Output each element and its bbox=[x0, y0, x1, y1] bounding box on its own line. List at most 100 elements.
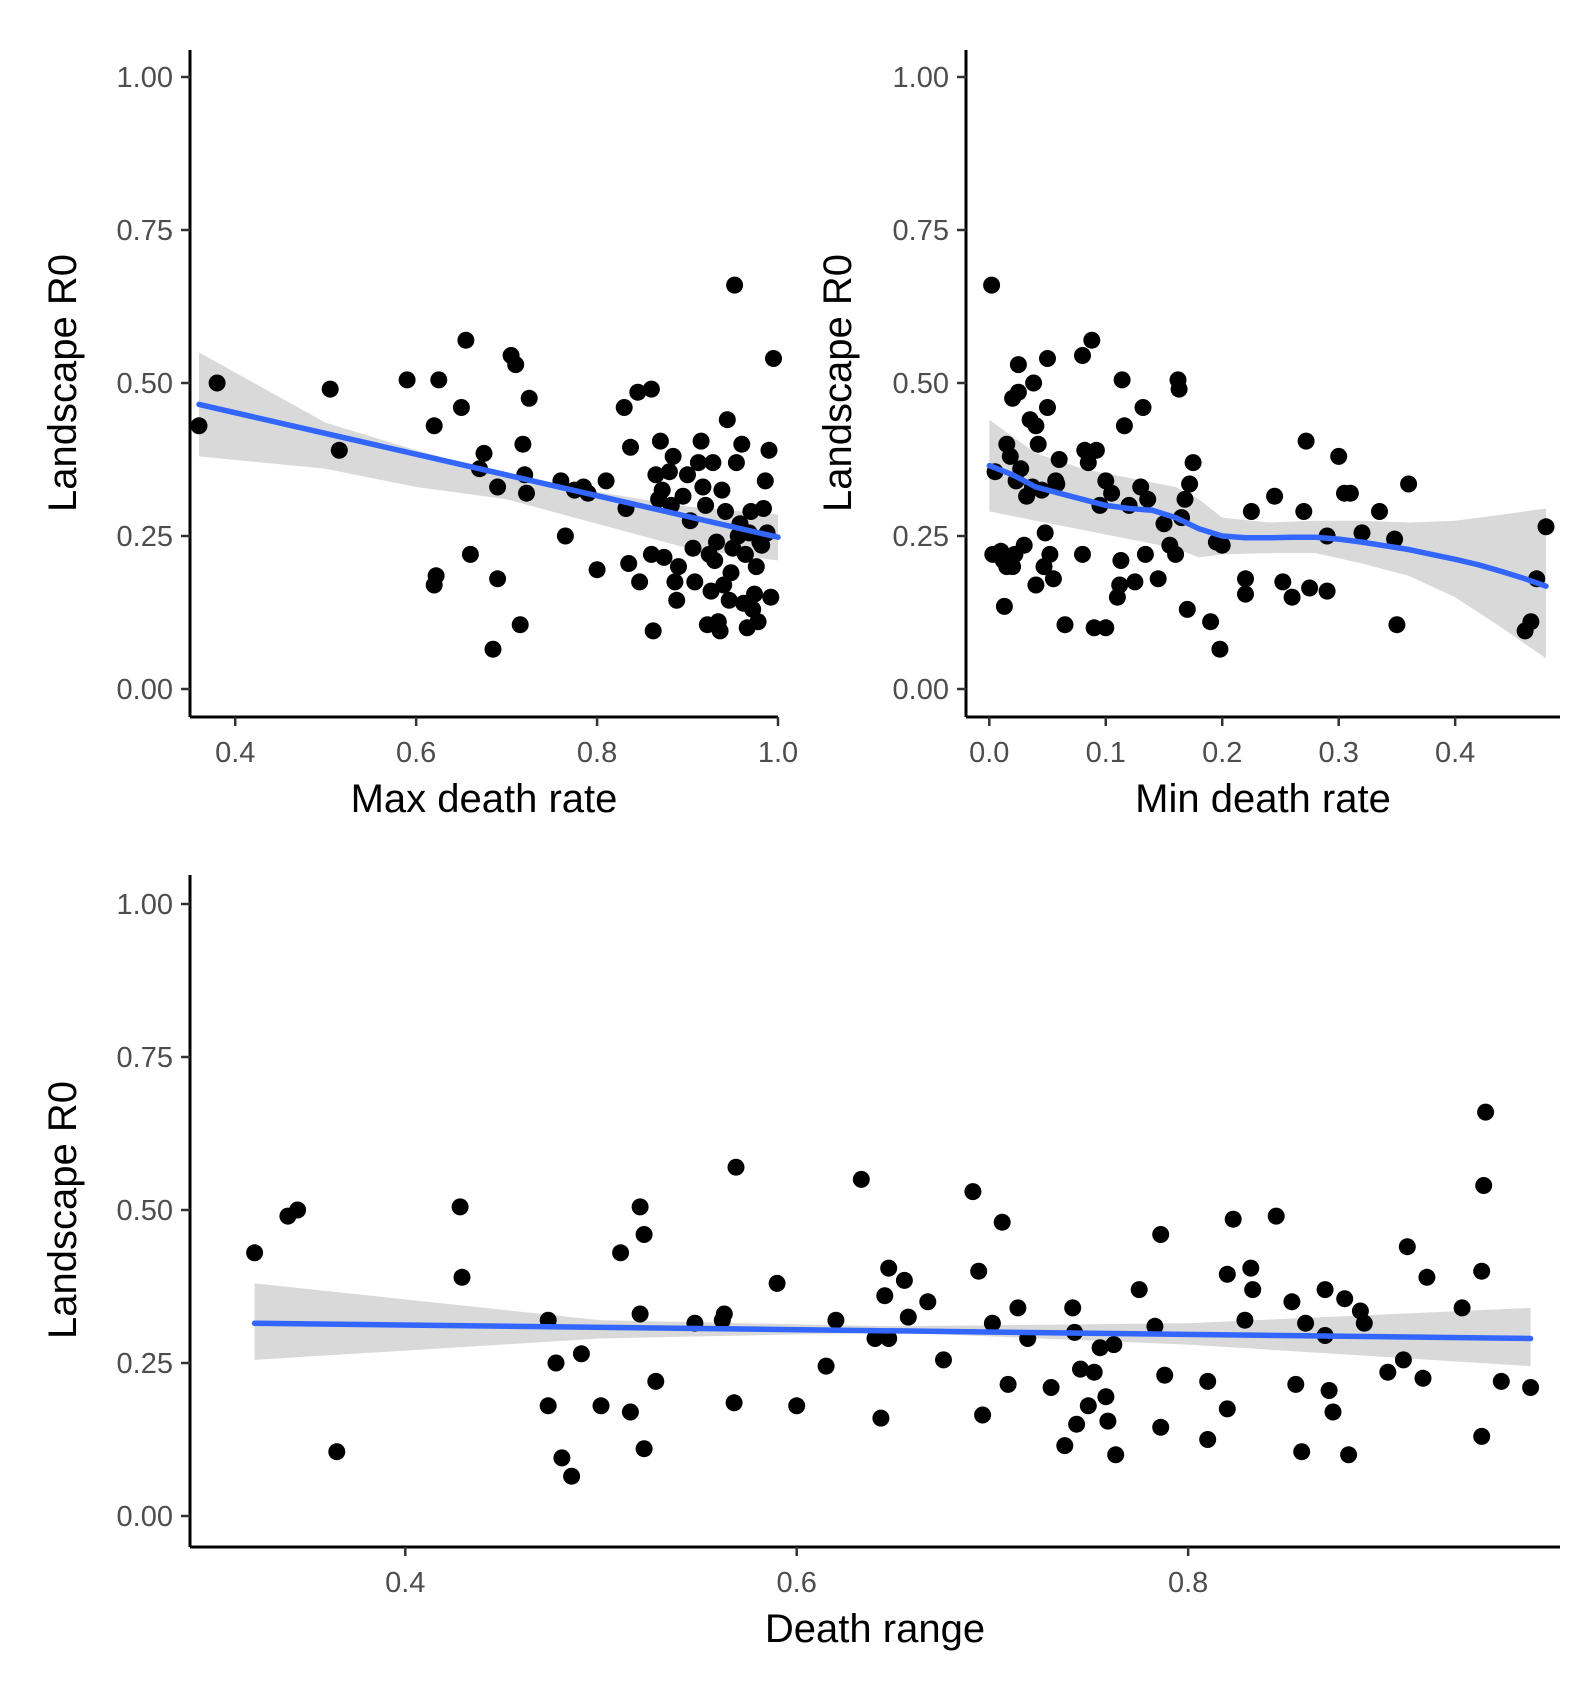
data-point bbox=[899, 1308, 917, 1326]
data-point bbox=[484, 640, 502, 658]
data-point bbox=[1042, 1379, 1060, 1396]
data-point bbox=[1012, 460, 1030, 478]
x-axis-title: Min death rate bbox=[1135, 777, 1391, 821]
data-point bbox=[1048, 475, 1066, 493]
data-point bbox=[1072, 1360, 1089, 1378]
smooth-line bbox=[196, 401, 781, 540]
data-point bbox=[556, 527, 574, 545]
data-point bbox=[246, 1244, 264, 1262]
data-point bbox=[817, 1357, 835, 1375]
data-point bbox=[1027, 576, 1045, 594]
data-point bbox=[511, 616, 529, 634]
y-tick-label: 0.00 bbox=[893, 674, 949, 706]
data-point bbox=[1068, 1415, 1086, 1433]
data-point bbox=[1283, 588, 1301, 606]
data-point bbox=[725, 1394, 743, 1412]
data-point bbox=[720, 591, 738, 609]
x-tick-label: 0.6 bbox=[396, 737, 436, 769]
data-point bbox=[717, 503, 734, 520]
data-point bbox=[635, 1226, 653, 1243]
chart-panel-3: 0.00 0.25 0.50 0.75 1.00 0.4 0.6 0.8 Death range… bbox=[41, 875, 1560, 1651]
data-point bbox=[1199, 1431, 1217, 1448]
smooth-line bbox=[986, 462, 1549, 589]
data-point bbox=[647, 1372, 665, 1390]
data-point bbox=[895, 1271, 913, 1289]
data-point bbox=[427, 567, 445, 585]
data-point bbox=[706, 552, 724, 569]
data-point bbox=[1199, 1372, 1217, 1390]
data-point bbox=[993, 1213, 1011, 1231]
data-point bbox=[1001, 447, 1019, 465]
data-point bbox=[708, 533, 725, 551]
data-point bbox=[762, 588, 780, 606]
data-point bbox=[1386, 530, 1404, 548]
y-tick-label: 0.00 bbox=[117, 674, 173, 706]
data-point bbox=[827, 1311, 845, 1329]
data-point bbox=[190, 417, 208, 435]
data-point bbox=[647, 466, 665, 484]
data-point bbox=[983, 1314, 1001, 1332]
data-point bbox=[1473, 1427, 1491, 1445]
y-tick-label: 0.00 bbox=[117, 1501, 173, 1533]
data-point bbox=[588, 561, 606, 579]
data-point bbox=[1074, 545, 1091, 563]
data-point bbox=[1025, 374, 1043, 392]
data-point bbox=[1242, 503, 1260, 520]
data-point bbox=[704, 454, 722, 472]
data-point bbox=[674, 487, 692, 505]
data-point bbox=[1097, 619, 1115, 637]
data-point bbox=[615, 399, 633, 416]
data-points bbox=[983, 276, 1555, 658]
data-point bbox=[208, 374, 226, 392]
data-point bbox=[1414, 1369, 1432, 1387]
data-point bbox=[1341, 484, 1359, 502]
data-point bbox=[430, 371, 448, 389]
data-point bbox=[1036, 524, 1054, 542]
data-point bbox=[935, 1351, 952, 1369]
data-point bbox=[1027, 417, 1045, 435]
data-point bbox=[1371, 503, 1388, 520]
x-tick-label: 0.3 bbox=[1319, 737, 1359, 769]
data-point bbox=[553, 1449, 571, 1467]
data-point bbox=[1099, 1412, 1117, 1430]
data-point bbox=[749, 613, 767, 631]
data-point bbox=[872, 1409, 890, 1427]
data-point bbox=[686, 573, 704, 591]
data-point bbox=[747, 558, 765, 576]
data-point bbox=[1079, 1397, 1097, 1415]
data-point bbox=[1388, 616, 1406, 634]
data-point bbox=[1050, 451, 1068, 468]
y-tick-label: 0.25 bbox=[117, 521, 173, 553]
data-point bbox=[689, 454, 707, 472]
data-point bbox=[457, 331, 475, 349]
data-point bbox=[733, 435, 751, 453]
data-point bbox=[711, 622, 729, 640]
data-point bbox=[1132, 478, 1150, 496]
data-point bbox=[1211, 640, 1229, 658]
y-tick-label: 1.00 bbox=[117, 889, 173, 921]
data-point bbox=[919, 1293, 937, 1311]
data-point bbox=[866, 1330, 884, 1347]
data-point bbox=[995, 597, 1013, 615]
data-point bbox=[1297, 1314, 1315, 1332]
x-tick-label: 0.6 bbox=[777, 1567, 817, 1599]
data-point bbox=[592, 1397, 610, 1415]
data-point bbox=[726, 276, 744, 294]
data-point bbox=[1318, 582, 1336, 600]
data-point bbox=[453, 1268, 471, 1286]
data-point bbox=[876, 1287, 894, 1305]
data-point bbox=[1293, 1443, 1311, 1461]
data-point bbox=[852, 1170, 870, 1188]
data-point bbox=[715, 576, 733, 594]
data-point bbox=[1107, 1446, 1125, 1464]
data-point bbox=[1218, 1400, 1236, 1418]
data-point bbox=[999, 1375, 1017, 1393]
data-point bbox=[642, 380, 660, 398]
data-point bbox=[1111, 576, 1129, 594]
data-point bbox=[668, 591, 686, 609]
data-point bbox=[547, 1354, 565, 1372]
data-point bbox=[1267, 1207, 1285, 1225]
data-point bbox=[1475, 1177, 1493, 1194]
data-point bbox=[1492, 1372, 1510, 1390]
data-point bbox=[451, 1198, 469, 1216]
